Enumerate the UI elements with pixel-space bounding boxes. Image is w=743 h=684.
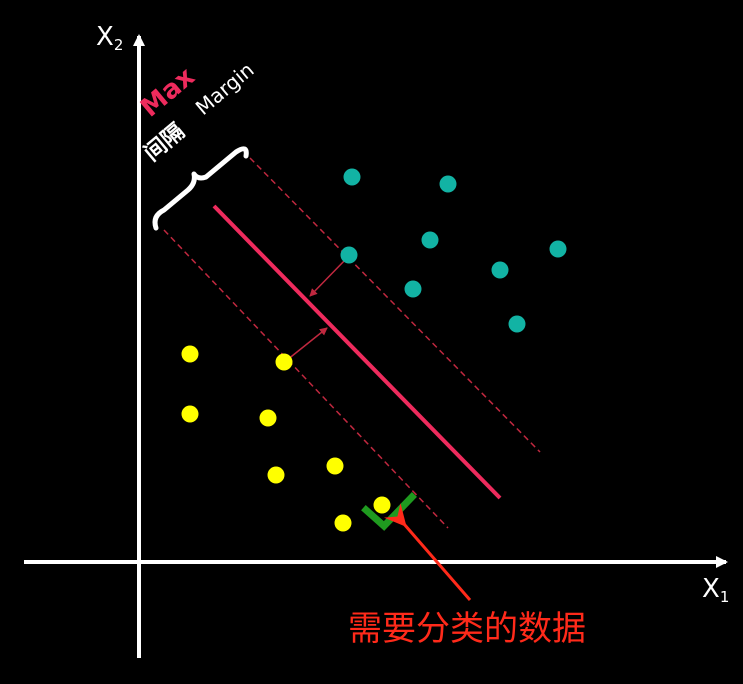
data-point <box>326 457 344 475</box>
margin-label-gap: 间隔 <box>140 119 190 166</box>
data-point <box>549 240 567 258</box>
margin-label-max: Max <box>135 62 201 124</box>
data-point <box>259 409 277 427</box>
margin-arrow-upper <box>309 257 348 297</box>
x-axis-label: X1 <box>702 574 729 606</box>
class-b-points <box>181 345 391 532</box>
data-point <box>491 261 509 279</box>
data-point <box>421 231 439 249</box>
data-point <box>373 496 391 514</box>
data-point <box>334 514 352 532</box>
data-point <box>508 315 526 333</box>
margin-line-upper <box>249 157 541 453</box>
data-point <box>267 466 285 484</box>
y-axis-label: X2 <box>96 22 123 54</box>
margin-brace <box>152 146 249 231</box>
margin-line-lower <box>163 229 449 529</box>
hyperplane-line <box>212 204 502 500</box>
margin-arrow-lower <box>286 327 328 361</box>
class-a-points <box>340 168 567 333</box>
data-point <box>275 353 293 371</box>
data-point <box>404 280 422 298</box>
annotation-text: 需要分类的数据 <box>348 609 586 649</box>
data-point <box>340 246 358 264</box>
data-point <box>181 405 199 423</box>
arrow-icon <box>383 503 472 601</box>
data-point <box>439 175 457 193</box>
margin-label-margin: Margin <box>191 58 259 120</box>
data-point <box>181 345 199 363</box>
data-point <box>343 168 361 186</box>
